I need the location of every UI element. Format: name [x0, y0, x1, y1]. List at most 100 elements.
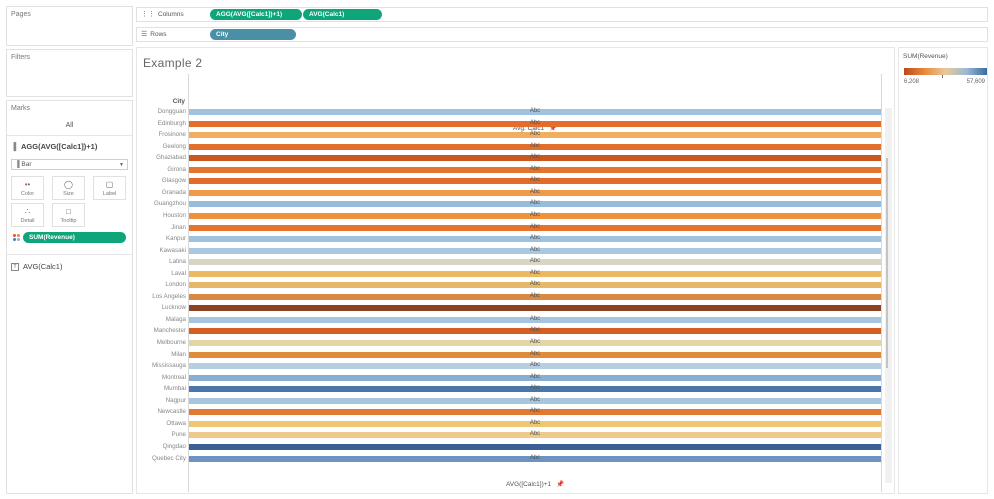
bar-mark[interactable]	[189, 189, 881, 196]
bar-mark[interactable]	[189, 316, 881, 323]
bar-mark[interactable]	[189, 340, 881, 346]
pages-title: Pages	[11, 11, 31, 18]
legend-min: 6,208	[904, 79, 920, 85]
row-label-city[interactable]: Newcastle	[157, 408, 186, 416]
row-label-city[interactable]: Ghaziabad	[156, 154, 186, 162]
bar-mark[interactable]	[189, 305, 881, 312]
filters-card[interactable]: Filters	[6, 49, 133, 97]
row-label-city[interactable]: Quebec City	[151, 454, 186, 462]
bar-mark[interactable]	[189, 201, 881, 208]
row-label-city[interactable]: Jinan	[171, 223, 186, 231]
sum-revenue-pill[interactable]: SUM(Revenue)	[23, 232, 126, 243]
bar-mark[interactable]	[189, 328, 881, 335]
rows-pill-city[interactable]: City	[210, 29, 296, 40]
bar-text-label: Abc	[529, 454, 541, 461]
bar-mark[interactable]	[189, 443, 881, 450]
column-header[interactable]: Avg. Calc1 📌	[188, 124, 882, 132]
row-label-city[interactable]: Mississauga	[151, 362, 186, 370]
bar-mark[interactable]	[189, 120, 881, 127]
marks-all-tab[interactable]: All	[65, 122, 74, 129]
marks-card: Marks All ▐ AGG(AVG([Calc1])+1) ▐ Bar ▼ •…	[6, 100, 133, 494]
bar-mark[interactable]	[189, 166, 881, 173]
row-label-city[interactable]: Los Angeles	[152, 292, 186, 300]
pages-card[interactable]: Pages	[6, 6, 133, 46]
row-label-city[interactable]: Frosinone	[158, 131, 186, 139]
bar-mark[interactable]	[189, 143, 881, 150]
row-label-city[interactable]: Laval	[171, 269, 186, 277]
bar-mark[interactable]	[189, 420, 881, 427]
pin-icon: 📌	[549, 125, 558, 132]
label-button[interactable]: ▢ Label	[93, 176, 126, 200]
row-label-city[interactable]: Melbourne	[156, 339, 186, 346]
columns-pill-avg[interactable]: AVG(Calc1)	[303, 9, 382, 20]
row-label-city[interactable]: Kanpur	[166, 235, 186, 243]
bar-mark[interactable]	[189, 409, 881, 416]
marks-measure-tab[interactable]: ▐ AGG(AVG([Calc1])+1)	[11, 141, 97, 153]
columns-pill-agg[interactable]: AGG(AVG([Calc1])+1)	[210, 9, 302, 20]
row-label-city[interactable]: Pune	[171, 431, 186, 439]
bar-mark[interactable]	[189, 363, 881, 370]
row-label-city[interactable]: Glasgow	[161, 177, 186, 185]
bar-mark[interactable]	[189, 155, 881, 162]
vertical-scrollbar[interactable]	[885, 108, 892, 483]
row-label-city[interactable]: Qingdao	[162, 442, 186, 450]
bar-mark[interactable]	[189, 212, 881, 219]
bar-mark[interactable]	[189, 132, 881, 139]
row-label-city[interactable]: London	[165, 281, 186, 289]
row-label-city[interactable]: Ottawa	[166, 419, 186, 427]
sheet-title: Example 2	[143, 56, 203, 70]
bar-mark[interactable]	[189, 178, 881, 185]
row-label-city[interactable]: Lucknow	[161, 304, 186, 312]
row-label-city[interactable]: Granada	[161, 188, 186, 196]
bar-mark[interactable]	[189, 247, 881, 254]
row-label-city[interactable]: Edinburgh	[157, 119, 186, 127]
row-header-city[interactable]: City	[172, 98, 185, 105]
bar-mark[interactable]	[189, 455, 881, 462]
detail-button[interactable]: ∴ Detail	[11, 203, 44, 227]
tooltip-button[interactable]: □ Tooltip	[52, 203, 85, 227]
legend-title[interactable]: SUM(Revenue)	[903, 53, 948, 60]
size-button[interactable]: ◯ Size	[52, 176, 85, 200]
rows-shelf[interactable]: ☰ Rows City	[136, 27, 988, 42]
bar-mark[interactable]	[189, 236, 881, 243]
bar-mark[interactable]	[189, 259, 881, 266]
bar-mark[interactable]	[189, 397, 881, 404]
bar-mark[interactable]	[189, 270, 881, 277]
bar-mark[interactable]	[189, 293, 881, 300]
bar-mark[interactable]	[189, 386, 881, 393]
x-axis-label[interactable]: AVG([Calc1])+1 📌	[188, 480, 882, 488]
scrollbar-thumb[interactable]	[886, 158, 888, 368]
color-button[interactable]: •• Color	[11, 176, 44, 200]
row-label-city[interactable]: Girona	[167, 165, 186, 173]
row-label-city[interactable]: Kawasaki	[159, 246, 186, 254]
x-axis-label-text: AVG([Calc1])+1	[505, 481, 552, 488]
label-icon: ▢	[105, 180, 114, 189]
row-label-city[interactable]: Malaga	[165, 315, 186, 323]
bar-mark[interactable]	[189, 351, 881, 358]
row-label-city[interactable]: Milan	[171, 350, 186, 358]
row-label-city[interactable]: Dongguan	[157, 108, 186, 115]
chevron-down-icon: ▼	[119, 162, 124, 168]
row-label-city[interactable]: Manchester	[153, 327, 186, 335]
bar-text-label: Abc	[529, 235, 541, 242]
row-label-city[interactable]: Mumbai	[163, 385, 186, 393]
row-label-city[interactable]: Guangzhou	[154, 200, 186, 208]
mark-type-dropdown[interactable]: ▐ Bar ▼	[11, 159, 128, 170]
columns-shelf[interactable]: ⋮⋮ Columns AGG(AVG([Calc1])+1) AVG(Calc1)	[136, 7, 988, 22]
row-label-city[interactable]: Houston	[162, 211, 186, 219]
bar-mark[interactable]	[189, 224, 881, 231]
row-label-city[interactable]: Montreal	[161, 373, 186, 381]
color-dots-icon	[13, 234, 21, 242]
bar-mark[interactable]	[189, 109, 881, 115]
legend-tick	[942, 75, 943, 78]
detail-button-label: Detail	[20, 218, 35, 224]
label-field-row[interactable]: T AVG(Calc1)	[11, 261, 62, 273]
bar-mark[interactable]	[189, 374, 881, 381]
bar-mark[interactable]	[189, 282, 881, 289]
bar-mark[interactable]	[189, 432, 881, 439]
row-label-city[interactable]: Nagpur	[165, 396, 186, 404]
bar-text-label: Abc	[529, 200, 541, 207]
bar-text-label: Abc	[529, 315, 541, 322]
row-label-city[interactable]: Geelong	[162, 142, 186, 150]
row-label-city[interactable]: Latina	[169, 258, 186, 266]
